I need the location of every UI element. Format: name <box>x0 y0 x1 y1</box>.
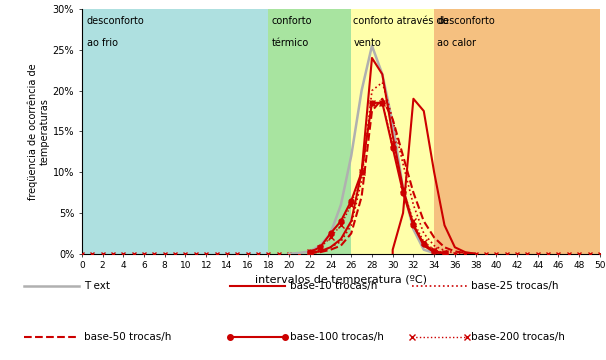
Text: base-10 trocas/h: base-10 trocas/h <box>290 281 377 291</box>
Text: base-50 trocas/h: base-50 trocas/h <box>84 332 171 342</box>
Text: térmico: térmico <box>271 37 308 48</box>
Text: conforto através do: conforto através do <box>353 16 449 26</box>
Text: ao calor: ao calor <box>438 37 476 48</box>
Bar <box>351 9 434 254</box>
Text: T ext: T ext <box>84 281 110 291</box>
Bar <box>434 9 600 254</box>
Text: desconforto: desconforto <box>438 16 495 26</box>
Text: base-25 trocas/h: base-25 trocas/h <box>471 281 559 291</box>
Text: vento: vento <box>353 37 381 48</box>
Bar <box>268 9 351 254</box>
Text: ao frio: ao frio <box>87 37 118 48</box>
Bar <box>82 9 268 254</box>
Text: base-200 trocas/h: base-200 trocas/h <box>471 332 565 342</box>
Text: base-100 trocas/h: base-100 trocas/h <box>290 332 384 342</box>
Text: conforto: conforto <box>271 16 312 26</box>
Y-axis label: freqüencia de ocorrência de
temperaturas: freqüencia de ocorrência de temperaturas <box>28 63 50 200</box>
X-axis label: intervalos de temperatura (ºC): intervalos de temperatura (ºC) <box>255 275 427 285</box>
Text: desconforto: desconforto <box>87 16 145 26</box>
